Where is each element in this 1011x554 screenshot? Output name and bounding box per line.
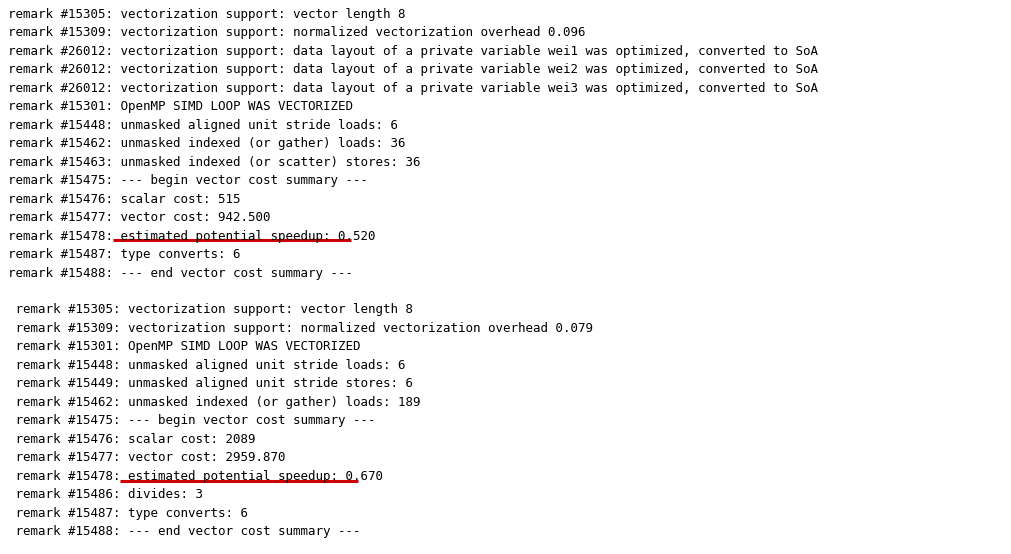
Text: remark #15486: divides: 3: remark #15486: divides: 3 (8, 488, 203, 501)
Text: remark #15475: --- begin vector cost summary ---: remark #15475: --- begin vector cost sum… (8, 414, 375, 427)
Text: remark #15487: type converts: 6: remark #15487: type converts: 6 (8, 506, 248, 520)
Text: remark #15305: vectorization support: vector length 8: remark #15305: vectorization support: ve… (8, 304, 412, 316)
Text: remark #15301: OpenMP SIMD LOOP WAS VECTORIZED: remark #15301: OpenMP SIMD LOOP WAS VECT… (8, 340, 360, 353)
Text: remark #15478: estimated potential speedup: 0.670: remark #15478: estimated potential speed… (8, 470, 382, 483)
Text: remark #26012: vectorization support: data layout of a private variable wei3 was: remark #26012: vectorization support: da… (8, 82, 817, 95)
Text: remark #15301: OpenMP SIMD LOOP WAS VECTORIZED: remark #15301: OpenMP SIMD LOOP WAS VECT… (8, 100, 353, 114)
Text: remark #15488: --- end vector cost summary ---: remark #15488: --- end vector cost summa… (8, 525, 360, 538)
Text: remark #15487: type converts: 6: remark #15487: type converts: 6 (8, 248, 241, 261)
Text: remark #15462: unmasked indexed (or gather) loads: 36: remark #15462: unmasked indexed (or gath… (8, 137, 405, 150)
Text: remark #26012: vectorization support: data layout of a private variable wei1 was: remark #26012: vectorization support: da… (8, 45, 817, 58)
Text: remark #15477: vector cost: 2959.870: remark #15477: vector cost: 2959.870 (8, 451, 285, 464)
Text: remark #15448: unmasked aligned unit stride loads: 6: remark #15448: unmasked aligned unit str… (8, 359, 405, 372)
Text: remark #15475: --- begin vector cost summary ---: remark #15475: --- begin vector cost sum… (8, 174, 368, 187)
Text: remark #15309: vectorization support: normalized vectorization overhead 0.079: remark #15309: vectorization support: no… (8, 322, 592, 335)
Text: remark #15449: unmasked aligned unit stride stores: 6: remark #15449: unmasked aligned unit str… (8, 377, 412, 391)
Text: remark #15488: --- end vector cost summary ---: remark #15488: --- end vector cost summa… (8, 266, 353, 280)
Text: remark #15309: vectorization support: normalized vectorization overhead 0.096: remark #15309: vectorization support: no… (8, 27, 585, 39)
Text: remark #15462: unmasked indexed (or gather) loads: 189: remark #15462: unmasked indexed (or gath… (8, 396, 421, 409)
Text: remark #15476: scalar cost: 2089: remark #15476: scalar cost: 2089 (8, 433, 255, 446)
Text: remark #15305: vectorization support: vector length 8: remark #15305: vectorization support: ve… (8, 8, 405, 21)
Text: remark #15463: unmasked indexed (or scatter) stores: 36: remark #15463: unmasked indexed (or scat… (8, 156, 421, 169)
Text: remark #15476: scalar cost: 515: remark #15476: scalar cost: 515 (8, 193, 241, 206)
Text: remark #15478: estimated potential speedup: 0.520: remark #15478: estimated potential speed… (8, 229, 375, 243)
Text: remark #15448: unmasked aligned unit stride loads: 6: remark #15448: unmasked aligned unit str… (8, 119, 397, 132)
Text: remark #26012: vectorization support: data layout of a private variable wei2 was: remark #26012: vectorization support: da… (8, 63, 817, 76)
Text: remark #15477: vector cost: 942.500: remark #15477: vector cost: 942.500 (8, 211, 270, 224)
